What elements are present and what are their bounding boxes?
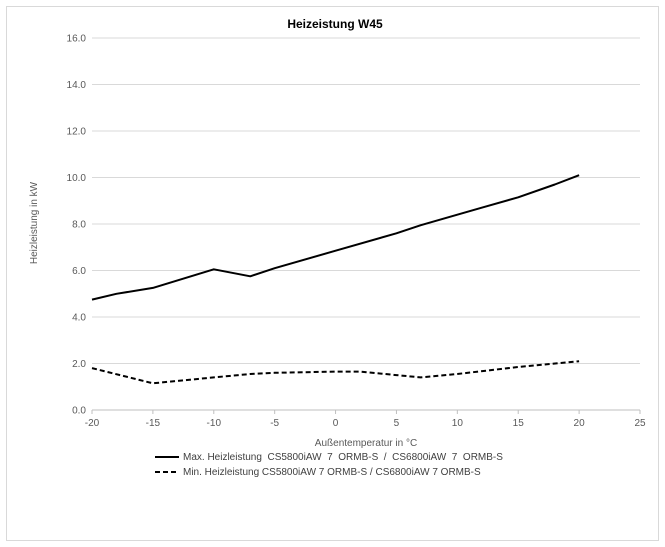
x-tick-labels: -20 -15 -10 -5 0 5 10 15 20 25 xyxy=(85,418,646,429)
series-line-min xyxy=(91,360,580,385)
y-tick-label: 12.0 xyxy=(67,127,87,138)
x-tick-label: 25 xyxy=(634,418,646,429)
y-tick-label: 8.0 xyxy=(72,220,86,231)
legend: Max. Heizleistung CS5800iAW 7 ORMB-S / C… xyxy=(155,452,503,478)
y-tick-label: 0.0 xyxy=(72,406,86,417)
x-tick-label: 5 xyxy=(394,418,400,429)
y-tick-label: 2.0 xyxy=(72,359,86,370)
x-tick-label: 20 xyxy=(574,418,586,429)
data-series xyxy=(91,174,580,385)
x-tick-label: -15 xyxy=(146,418,161,429)
y-tick-label: 4.0 xyxy=(72,313,86,324)
x-tick-label: -20 xyxy=(85,418,100,429)
x-tick-label: 0 xyxy=(333,418,339,429)
y-tick-label: 6.0 xyxy=(72,266,86,277)
legend-label-min: Min. Heizleistung CS5800iAW 7 ORMB-S / C… xyxy=(183,467,481,478)
legend-label-max: Max. Heizleistung CS5800iAW 7 ORMB-S / C… xyxy=(183,452,503,463)
x-axis-title: Außentemperatur in °C xyxy=(315,438,417,449)
y-tick-label: 10.0 xyxy=(67,173,87,184)
y-tick-label: 16.0 xyxy=(67,34,87,45)
x-tick-label: 15 xyxy=(513,418,525,429)
y-tick-label: 14.0 xyxy=(67,80,87,91)
y-tick-labels: 0.0 2.0 4.0 6.0 8.0 10.0 12.0 14.0 16.0 xyxy=(67,34,87,417)
grid-lines xyxy=(92,37,640,364)
chart-title: Heizeistung W45 xyxy=(287,17,383,31)
x-tick-label: -10 xyxy=(207,418,222,429)
chart-frame xyxy=(6,6,659,541)
axes xyxy=(91,409,641,414)
y-axis-title: Heizleistung in kW xyxy=(29,181,40,264)
x-tick-label: 10 xyxy=(452,418,464,429)
x-tick-label: -5 xyxy=(270,418,279,429)
series-line-max xyxy=(91,174,580,301)
